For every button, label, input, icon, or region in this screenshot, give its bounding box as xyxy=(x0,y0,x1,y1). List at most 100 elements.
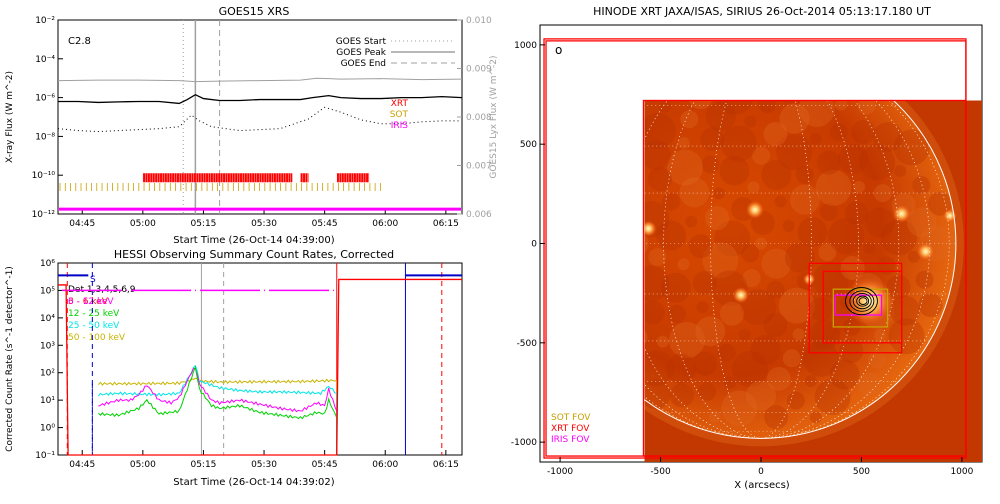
xrt-texture xyxy=(695,316,726,347)
goes-xtick-label-3: 05:30 xyxy=(251,219,277,229)
xrt-texture xyxy=(644,350,675,387)
hessi-legend-6-12: 6 - 12 keV xyxy=(68,297,114,307)
xrt-texture xyxy=(719,155,750,186)
hessi-ytick-label-2: 10⁴ xyxy=(40,314,55,324)
goes-rtick-label-2: 0.008 xyxy=(466,113,492,123)
hessi-legend-12-25: 12 - 25 keV xyxy=(68,309,120,319)
xrt-o-marker: o xyxy=(555,43,562,57)
goes-label-sot: SOT xyxy=(390,110,409,120)
hessi-ytick-label-5: 10¹ xyxy=(40,396,55,406)
xrt-texture xyxy=(740,289,777,326)
xrt-texture xyxy=(750,334,781,365)
hessi-xtick-label-3: 05:30 xyxy=(251,460,277,470)
hessi-ytick-label-0: 10⁶ xyxy=(40,259,55,269)
xrt-texture xyxy=(805,375,818,388)
xrt-fov-box-6 xyxy=(834,294,883,316)
xrt-texture xyxy=(828,218,865,255)
goes-xtick-label-5: 06:00 xyxy=(372,219,398,229)
xrt-texture xyxy=(815,169,852,206)
xrt-texture xyxy=(724,376,737,389)
xrt-xtick-label-2: 0 xyxy=(758,467,764,477)
xrt-texture xyxy=(829,123,848,142)
goes-rtick-label-1: 0.009 xyxy=(466,65,492,75)
xrt-texture xyxy=(888,318,925,355)
xrt-texture xyxy=(864,207,895,238)
xrt-texture xyxy=(644,140,671,171)
hessi-legend: Det 1,3,4,5,6,9 3 - 6 keV 6 - 12 keV 12 … xyxy=(68,285,136,343)
goes-xtick-label-2: 05:15 xyxy=(190,219,216,229)
xrt-contour-4 xyxy=(858,297,868,305)
goes-ticks: 04:45 05:00 05:15 05:30 05:45 06:00 06:15 10⁻² 1… xyxy=(32,16,492,229)
xrt-texture xyxy=(918,293,943,318)
xrt-texture xyxy=(656,335,669,348)
goes-rtick-label-0: 0.010 xyxy=(466,16,492,26)
xrt-active-region-2 xyxy=(732,287,749,304)
goes-legend-end: GOES End xyxy=(341,59,386,69)
xrt-texture xyxy=(782,219,795,232)
hessi-legend-25-50: 25 - 50 keV xyxy=(68,321,120,331)
hessi-ticks: 04:45 05:00 05:15 05:30 05:45 06:00 06:15 10⁶ 10… xyxy=(35,259,459,470)
xrt-texture xyxy=(818,243,837,262)
xrt-lon-grid xyxy=(663,100,859,439)
xrt-texture xyxy=(816,150,841,175)
hessi-ytick-label-4: 10² xyxy=(40,369,55,379)
xrt-texture xyxy=(764,405,789,430)
goes-xtick-label-4: 05:45 xyxy=(312,219,338,229)
xrt-texture xyxy=(776,134,813,171)
goes-legend-peak: GOES Peak xyxy=(336,48,386,58)
xrt-texture xyxy=(732,350,769,387)
xrt-ytick-label-3: -500 xyxy=(517,339,538,349)
xrt-texture xyxy=(761,159,792,190)
xrt-texture xyxy=(644,302,645,308)
xrt-xtick-label-3: 500 xyxy=(853,467,870,477)
goes-iris-coverage-0 xyxy=(59,207,461,211)
xrt-texture xyxy=(763,121,788,146)
xrt-texture xyxy=(789,184,820,215)
xrt-texture xyxy=(696,301,709,314)
xrt-texture xyxy=(797,217,828,248)
goes-ytick-label-3: 10⁻⁸ xyxy=(35,132,55,142)
goes-ytick-label-5: 10⁻¹² xyxy=(32,210,56,220)
xrt-texture xyxy=(742,269,761,288)
xrt-image-layer xyxy=(644,100,982,463)
xrt-texture xyxy=(835,100,848,111)
xrt-texture xyxy=(677,258,690,271)
xrt-texture xyxy=(763,313,788,338)
xrt-texture xyxy=(747,181,760,194)
hessi-xtick-label-0: 04:45 xyxy=(69,460,95,470)
xrt-texture xyxy=(829,359,860,390)
xrt-active-region-6 xyxy=(892,204,911,223)
xrt-texture xyxy=(717,343,736,362)
xrt-fov-boxes xyxy=(543,38,967,459)
goes-lyman-alpha xyxy=(57,77,463,83)
xrt-texture xyxy=(644,300,665,325)
xrt-xtick-label-0: -1000 xyxy=(547,467,573,477)
goes-flare-class: C2.8 xyxy=(68,36,91,47)
xrt-contour-3 xyxy=(856,295,870,307)
hessi-ytick-label-6: 10⁰ xyxy=(40,424,55,434)
xrt-texture xyxy=(766,280,785,299)
xrt-texture xyxy=(792,328,805,341)
goes-ytick-label-4: 10⁻¹⁰ xyxy=(32,171,56,181)
xrt-ytick-label-0: 1000 xyxy=(514,41,537,51)
xrt-texture xyxy=(744,115,757,128)
hessi-xtick-label-2: 05:15 xyxy=(190,460,216,470)
xrt-texture xyxy=(868,350,887,369)
xrt-texture xyxy=(851,119,876,144)
xrt-texture xyxy=(669,383,694,408)
xrt-texture xyxy=(857,100,876,115)
hessi-xtick-label-1: 05:00 xyxy=(130,460,156,470)
xrt-texture xyxy=(893,129,930,166)
xrt-ytick-label-2: 0 xyxy=(531,240,537,250)
xrt-texture xyxy=(890,295,921,326)
xrt-texture xyxy=(720,125,757,162)
hessi-series-3 xyxy=(98,365,338,420)
xrt-texture xyxy=(912,176,931,195)
goes-xrt-coverage-2 xyxy=(336,173,370,183)
xrt-solar-disk xyxy=(644,100,956,439)
xrt-fov-box-4 xyxy=(822,270,903,344)
xrt-texture xyxy=(712,187,725,200)
xrt-texture xyxy=(680,110,699,129)
